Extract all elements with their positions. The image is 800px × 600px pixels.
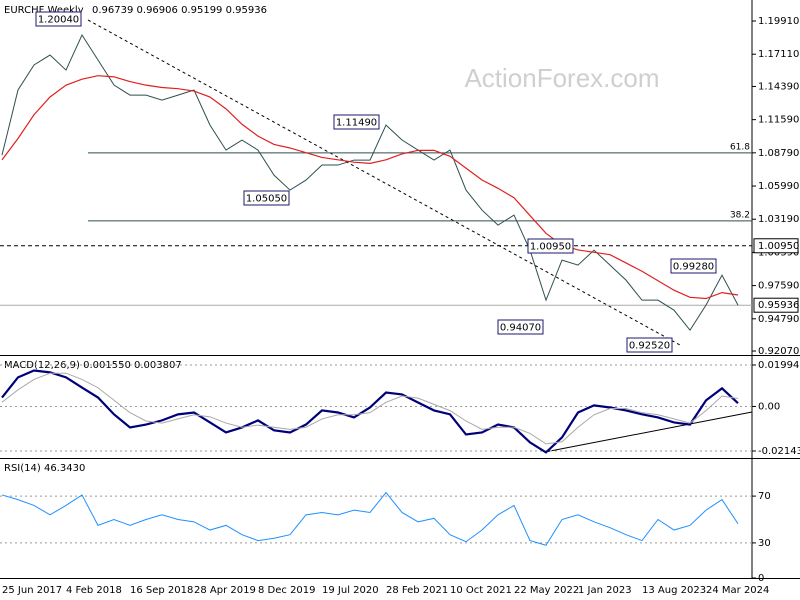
price-label: 0.95936 [758,300,799,311]
ohlc-text: 0.96739 0.96906 0.95199 0.95936 [92,5,267,16]
x-tick-label: 13 Aug 2023 [642,585,706,596]
trend-line [544,411,753,453]
y-tick-label: 30 [758,538,771,549]
y-tick-label: -0.021434 [758,446,800,457]
price-label-box [753,238,799,254]
annotation-label: 1.20040 [38,15,79,26]
macd-title: MACD(12,26,9) 0.001550 0.003807 [4,360,182,371]
annotation-box [35,11,82,27]
x-tick-label: 19 Jul 2020 [322,585,379,596]
y-tick-label: 1.17110 [758,49,799,60]
x-tick-label: 1 Jan 2023 [578,585,632,596]
x-tick-label: 10 Oct 2021 [450,585,512,596]
annotation-label: 1.00950 [530,242,571,253]
annotation-label: 0.94070 [500,323,541,334]
x-tick-label: 4 Feb 2018 [66,585,122,596]
rsi-title: RSI(14) 46.3430 [4,463,85,474]
series-line [1,75,739,300]
x-tick-label: 24 Mar 2024 [706,585,769,596]
y-tick-label: 1.19910 [758,16,799,27]
y-tick-label: 0.97590 [758,281,799,292]
x-tick-label: 22 May 2022 [514,585,579,596]
annotation-box [497,319,544,335]
annotation-label: 0.92520 [629,341,670,352]
y-tick-label: 70 [758,491,771,502]
y-tick-label: 0.92070 [758,346,799,357]
fib-label: 38.2 [730,210,750,220]
y-tick-label: 1.08790 [758,148,799,159]
series-line [1,33,739,332]
y-tick-label: 0.94790 [758,314,799,325]
x-tick-label: 28 Feb 2021 [386,585,448,596]
x-tick-label: 16 Sep 2018 [130,585,193,596]
trend-line [87,19,681,346]
y-tick-label: 1.05990 [758,181,799,192]
annotation-box [626,337,673,353]
price-label-box [753,297,799,313]
annotation-box [333,114,380,130]
watermark: ActionForex.com [464,63,659,93]
y-tick-label: 0.019943 [758,360,800,371]
series-line [1,372,739,445]
chart-title: EURCHF,Weekly [4,5,84,16]
y-tick-label: 1.11590 [758,115,799,126]
annotation-box [243,190,290,206]
x-tick-label: 28 Apr 2019 [194,585,256,596]
annotation-box [670,258,717,274]
x-tick-label: 25 Jun 2017 [2,585,62,596]
annotation-label: 1.05050 [246,194,287,205]
annotation-label: 1.11490 [336,118,377,129]
annotation-box [527,238,574,254]
y-tick-label: 0.00 [758,401,780,412]
y-tick-label: 1.03190 [758,214,799,225]
fib-label: 61.8 [730,142,750,152]
price-label: 1.00950 [758,241,799,252]
y-tick-label: 1.14390 [758,81,799,92]
x-tick-label: 8 Dec 2019 [258,585,316,596]
annotation-label: 0.99280 [673,262,714,273]
series-line [1,491,739,546]
y-tick-label: 0 [758,573,764,584]
